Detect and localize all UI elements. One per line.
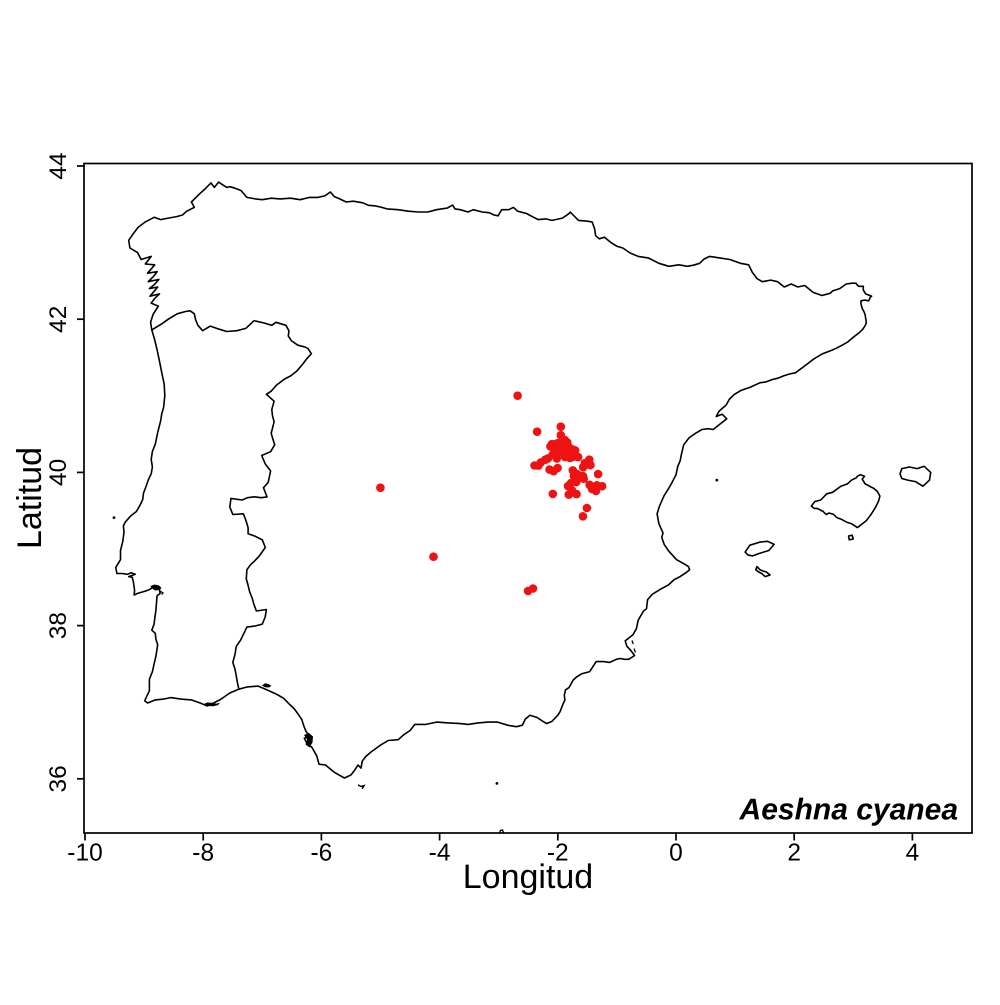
svg-text:-4: -4: [429, 839, 451, 866]
svg-text:Aeshna cyanea: Aeshna cyanea: [739, 793, 958, 826]
svg-text:-10: -10: [67, 839, 102, 866]
svg-text:36: 36: [45, 765, 72, 792]
svg-text:42: 42: [45, 306, 72, 333]
svg-text:Longitud: Longitud: [463, 858, 593, 896]
svg-text:40: 40: [45, 459, 72, 486]
svg-text:-6: -6: [310, 839, 332, 866]
svg-text:Latitud: Latitud: [11, 447, 49, 549]
svg-text:0: 0: [669, 839, 683, 866]
svg-text:38: 38: [45, 612, 72, 639]
svg-text:2: 2: [787, 839, 801, 866]
svg-text:-8: -8: [192, 839, 214, 866]
svg-text:4: 4: [906, 839, 920, 866]
svg-text:44: 44: [45, 152, 72, 179]
svg-text:-2: -2: [547, 839, 569, 866]
